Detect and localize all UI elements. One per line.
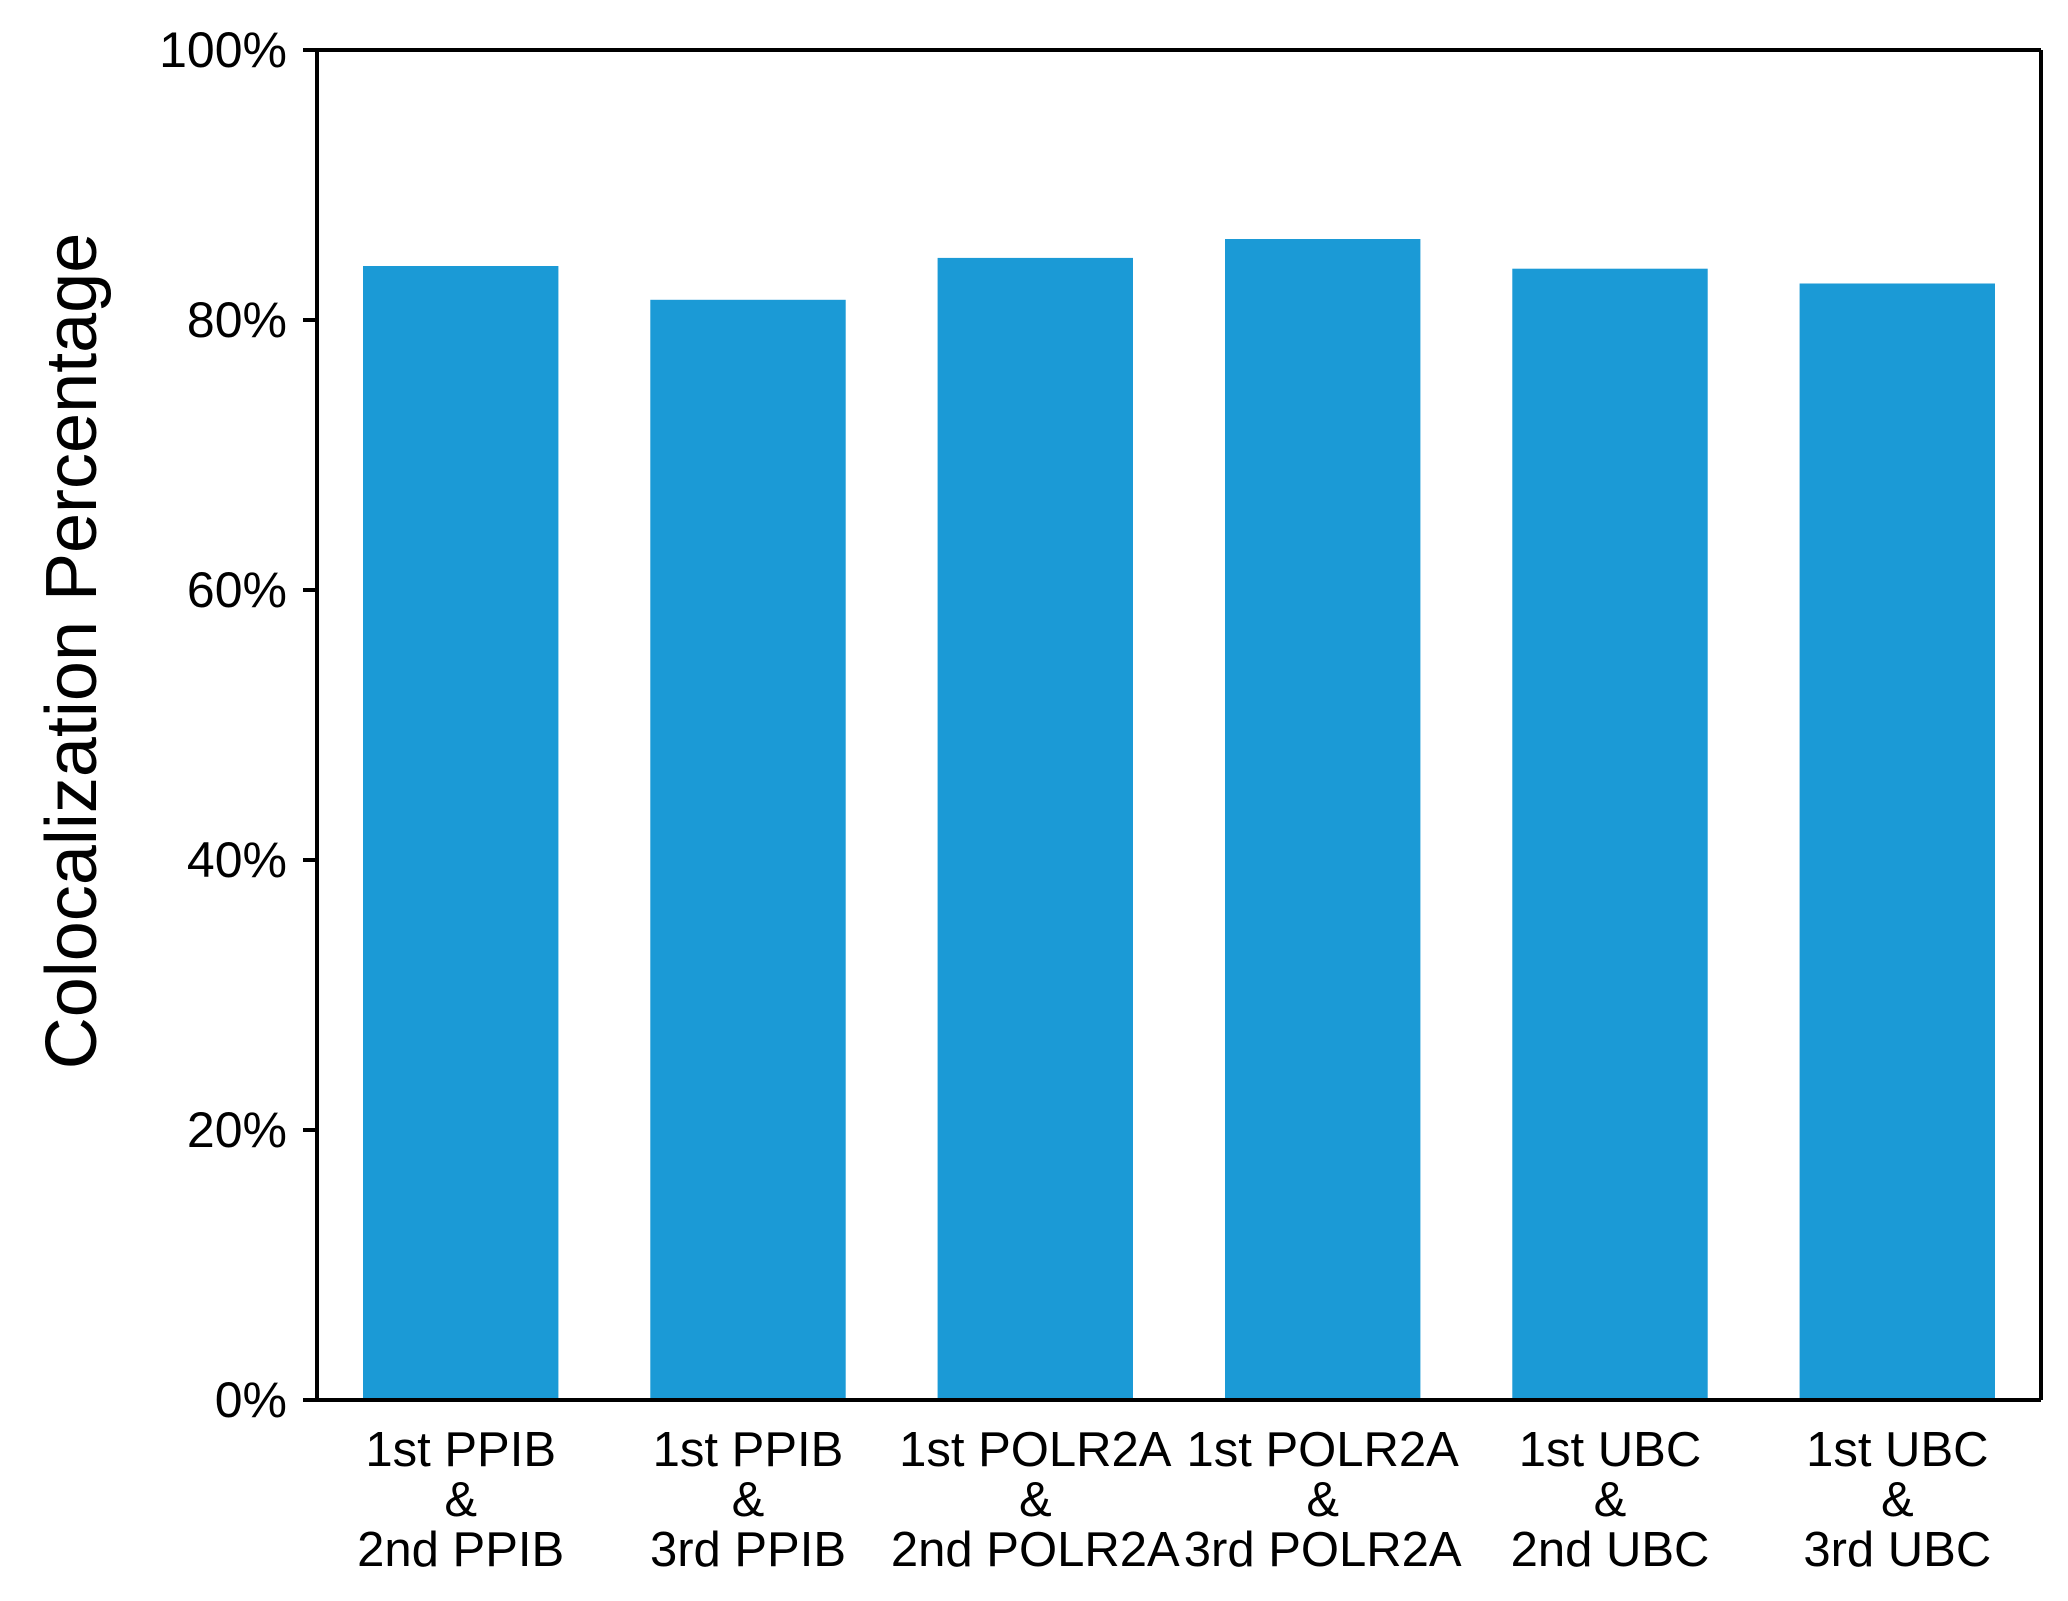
y-axis-title: Colocalization Percentage bbox=[32, 233, 112, 1070]
bar-6 bbox=[1799, 283, 1995, 1400]
x-tick-label: 2nd POLR2A bbox=[891, 1523, 1180, 1577]
bar-1 bbox=[363, 266, 559, 1400]
x-tick-label: 2nd UBC bbox=[1511, 1523, 1710, 1577]
y-ticks-layer: 0% 20% 40% 60% 80% 100% bbox=[159, 22, 317, 1428]
x-tick-label: & bbox=[1594, 1473, 1627, 1527]
x-tick-label: & bbox=[1881, 1473, 1914, 1527]
x-tick-label: 3rd UBC bbox=[1803, 1523, 1991, 1577]
x-tick-label: 1st PPIB bbox=[653, 1423, 844, 1477]
x-tick-label: 3rd PPIB bbox=[650, 1523, 846, 1577]
x-tick-label: 1st POLR2A bbox=[899, 1423, 1172, 1477]
y-axis-title-group: Colocalization Percentage bbox=[32, 233, 112, 1070]
x-tick-label: 1st UBC bbox=[1519, 1423, 1701, 1477]
bar-3 bbox=[937, 257, 1133, 1400]
x-tick-label: & bbox=[1019, 1473, 1052, 1527]
axes-layer bbox=[303, 48, 2043, 1402]
x-tick-label: 1st PPIB bbox=[365, 1423, 556, 1477]
bar-5 bbox=[1512, 268, 1708, 1401]
y-tick-label: 20% bbox=[187, 1102, 287, 1158]
y-tick-label: 80% bbox=[187, 292, 287, 348]
y-tick-label: 60% bbox=[187, 562, 287, 618]
x-tick-label: 3rd POLR2A bbox=[1184, 1523, 1462, 1577]
y-tick-label: 40% bbox=[187, 832, 287, 888]
x-tick-label: 1st UBC bbox=[1806, 1423, 1988, 1477]
x-tick-label: & bbox=[444, 1473, 477, 1527]
x-tick-label: & bbox=[732, 1473, 765, 1527]
bar-4 bbox=[1225, 239, 1421, 1400]
x-tick-label: & bbox=[1306, 1473, 1339, 1527]
y-tick-label: 0% bbox=[215, 1372, 287, 1428]
bar-2 bbox=[650, 299, 846, 1401]
bars-layer bbox=[363, 239, 1995, 1401]
y-tick-label: 100% bbox=[159, 22, 287, 78]
x-tick-label: 1st POLR2A bbox=[1187, 1423, 1460, 1477]
x-tick-label: 2nd PPIB bbox=[357, 1523, 564, 1577]
